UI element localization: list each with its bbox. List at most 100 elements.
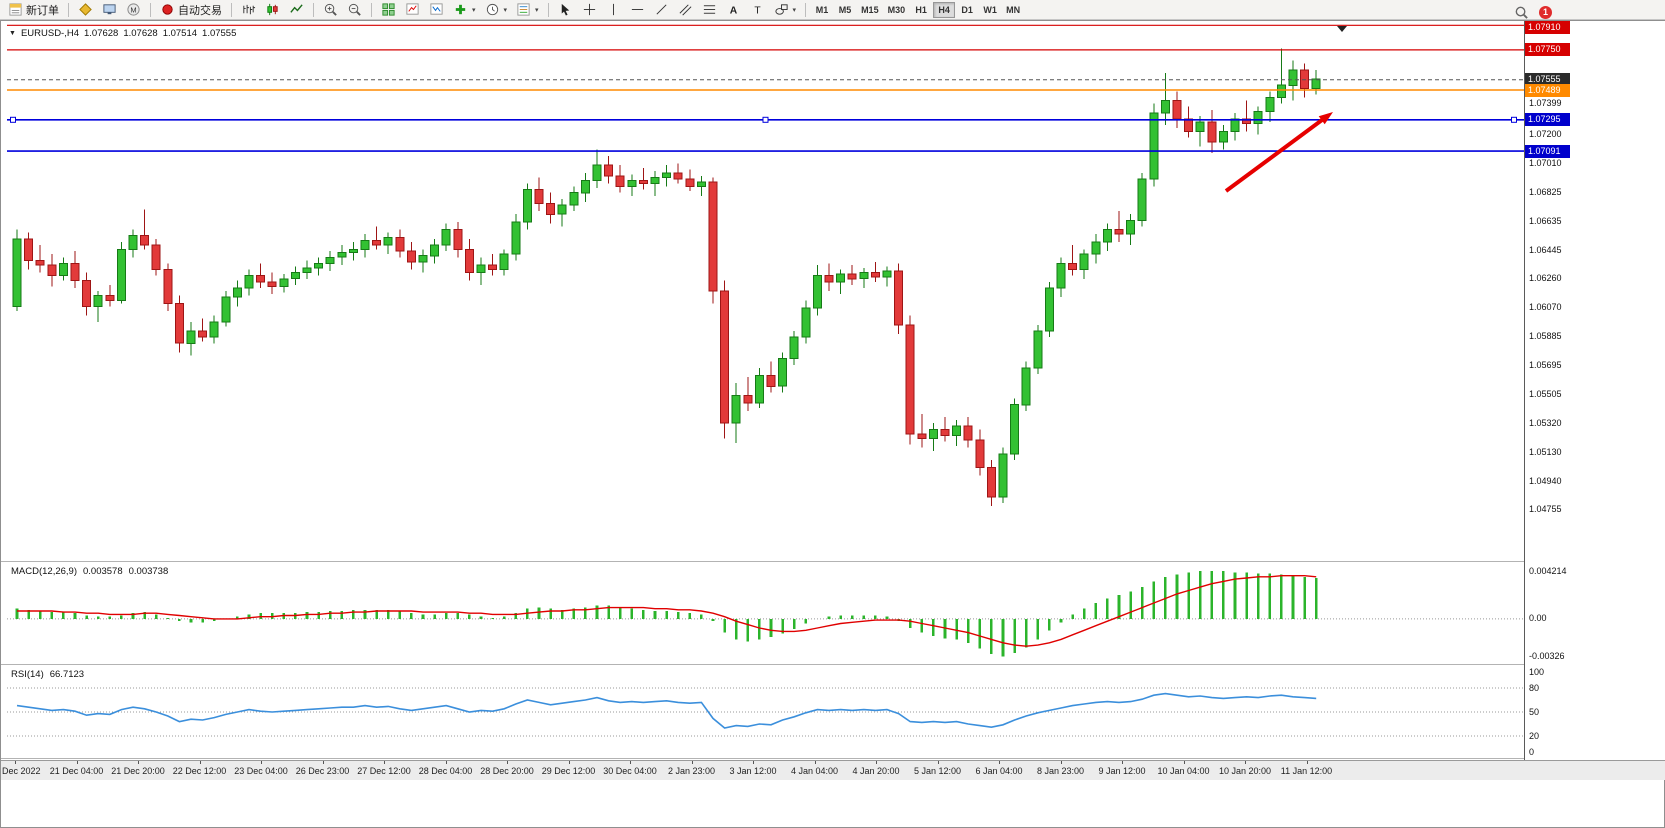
time-tick bbox=[1306, 761, 1308, 764]
chart-shift-marker bbox=[1337, 26, 1347, 32]
mql-community-button[interactable]: M bbox=[122, 1, 145, 19]
zoom-in-button[interactable] bbox=[319, 1, 342, 19]
ohlc-high: 1.07628 bbox=[123, 28, 158, 39]
indicators-window-button[interactable] bbox=[401, 1, 424, 19]
main-toolbar: 新订单 M 自动交易 ▾ ▾ ▾ A T ▾ M1 M5 M15 M30 H1 H4 D1 W1 MN 1 bbox=[0, 0, 1665, 20]
notifications-badge[interactable]: 1 bbox=[1539, 5, 1552, 19]
new-order-icon bbox=[8, 2, 23, 17]
timeframe-d1-button[interactable]: D1 bbox=[961, 4, 973, 15]
candlestick-chart-button[interactable] bbox=[261, 1, 284, 19]
fibonacci-button[interactable] bbox=[698, 1, 721, 19]
tile-icon bbox=[381, 2, 396, 17]
zoom-out-button[interactable] bbox=[343, 1, 366, 19]
one-click-collapse-icon[interactable]: ▼ bbox=[9, 30, 16, 37]
timeframe-h4-button[interactable]: H4 bbox=[933, 1, 956, 18]
price-axis-label: 1.06635 bbox=[1529, 215, 1562, 226]
time-axis-label: 4 Jan 04:00 bbox=[790, 766, 839, 776]
rsi-value: 66.7123 bbox=[49, 669, 85, 680]
time-axis-label: 10 Jan 20:00 bbox=[1218, 766, 1272, 776]
timeframe-m15-button[interactable]: M15 bbox=[861, 4, 879, 15]
time-tick bbox=[814, 761, 816, 764]
channel-icon bbox=[678, 2, 693, 17]
zoom-in-icon bbox=[323, 2, 338, 17]
price-tag: 1.07295 bbox=[1525, 113, 1570, 127]
toolbar-separator bbox=[547, 2, 549, 17]
market-watch-button[interactable] bbox=[98, 1, 121, 19]
timeframe-m30-button[interactable]: M30 bbox=[887, 4, 906, 15]
label-button[interactable]: T bbox=[746, 1, 769, 19]
new-order-button[interactable]: 新订单 bbox=[4, 1, 63, 19]
hline-icon bbox=[630, 2, 645, 17]
panel-divider[interactable] bbox=[1, 561, 1665, 563]
ohlc-close: 1.07555 bbox=[202, 28, 237, 39]
candles-layer bbox=[12, 48, 1321, 507]
macd-indicator-label: MACD(12,26,9) 0.003578 0.003738 bbox=[11, 566, 168, 577]
periods-button[interactable]: ▾ bbox=[481, 1, 512, 19]
time-tick bbox=[937, 761, 939, 764]
main-chart-canvas[interactable] bbox=[7, 23, 1524, 561]
rsi-canvas[interactable] bbox=[7, 666, 1524, 758]
svg-text:A: A bbox=[729, 5, 737, 16]
time-tick bbox=[322, 761, 324, 764]
timeframe-m1-button[interactable]: M1 bbox=[815, 4, 829, 15]
crosshair-icon bbox=[582, 2, 597, 17]
time-tick bbox=[15, 761, 16, 764]
macd-name: MACD(12,26,9) bbox=[11, 566, 77, 577]
cursor-button[interactable] bbox=[554, 1, 577, 19]
price-axis-label: 1.06445 bbox=[1529, 244, 1562, 255]
tile-windows-button[interactable] bbox=[377, 1, 400, 19]
add-indicator-button[interactable]: ▾ bbox=[449, 1, 480, 19]
price-axis-label: 1.04940 bbox=[1529, 476, 1562, 486]
price-axis-label: 1.06825 bbox=[1529, 186, 1562, 197]
macd-panel[interactable] bbox=[7, 563, 1524, 664]
time-tick bbox=[261, 761, 262, 764]
bar-chart-button[interactable] bbox=[237, 1, 260, 19]
time-tick bbox=[138, 761, 139, 764]
trendline-button[interactable] bbox=[650, 1, 673, 19]
time-tick bbox=[1122, 761, 1123, 764]
horizontal-line-button[interactable] bbox=[626, 1, 649, 19]
text-a-icon: A bbox=[726, 2, 741, 17]
caret-down-icon: ▾ bbox=[503, 6, 508, 14]
rsi-panel[interactable] bbox=[7, 666, 1524, 758]
timeframe-m5-button[interactable]: M5 bbox=[838, 4, 852, 15]
time-axis-label: 9 Jan 12:00 bbox=[1098, 766, 1146, 776]
rsi-level-lines bbox=[7, 687, 1524, 737]
timeframe-h1-button[interactable]: H1 bbox=[915, 4, 927, 15]
crosshair-button[interactable] bbox=[578, 1, 601, 19]
objects-list-button[interactable] bbox=[425, 1, 448, 19]
text-button[interactable]: A bbox=[722, 1, 745, 19]
rsi-name: RSI(14) bbox=[11, 669, 44, 680]
vertical-line-button[interactable] bbox=[602, 1, 625, 19]
autotrade-button[interactable]: 自动交易 bbox=[156, 1, 226, 19]
macd-canvas[interactable] bbox=[7, 563, 1524, 664]
panel-divider bbox=[1, 758, 1665, 760]
bars-icon bbox=[241, 2, 256, 17]
search-button[interactable] bbox=[1510, 3, 1533, 21]
timeframe-w1-button[interactable]: W1 bbox=[983, 4, 997, 15]
time-tick bbox=[445, 761, 447, 764]
time-tick bbox=[1183, 761, 1185, 764]
main-chart-area[interactable] bbox=[7, 23, 1524, 561]
autodot-icon bbox=[160, 2, 175, 17]
toolbar-separator bbox=[68, 2, 69, 17]
charts-button[interactable] bbox=[74, 1, 97, 19]
shapes-button[interactable]: ▾ bbox=[770, 1, 801, 19]
time-axis[interactable]: 20 Dec 2022 21 Dec 04:00 21 Dec 20:00 22 De… bbox=[0, 760, 1665, 780]
ind2-icon bbox=[429, 2, 444, 17]
time-tick bbox=[999, 761, 1000, 764]
channel-button[interactable] bbox=[674, 1, 697, 19]
rsi-axis-label: 80 bbox=[1529, 682, 1540, 693]
time-axis-label: 6 Jan 04:00 bbox=[975, 766, 1023, 776]
linechart-icon bbox=[289, 2, 304, 17]
time-axis-label: 10 Jan 04:00 bbox=[1157, 766, 1210, 776]
svg-text:M: M bbox=[130, 5, 136, 14]
templates-button[interactable]: ▾ bbox=[512, 1, 543, 19]
timeframe-mn-button[interactable]: MN bbox=[1006, 4, 1021, 15]
line-chart-button[interactable] bbox=[285, 1, 308, 19]
rsi-axis-label: 100 bbox=[1529, 666, 1545, 677]
price-axis-label: 1.07010 bbox=[1529, 158, 1562, 169]
price-axis[interactable]: 1.07399 1.07200 1.07010 1.06825 1.06635 1.064… bbox=[1525, 21, 1665, 760]
time-axis-label: 27 Dec 12:00 bbox=[357, 766, 411, 776]
panel-divider[interactable] bbox=[1, 664, 1665, 666]
